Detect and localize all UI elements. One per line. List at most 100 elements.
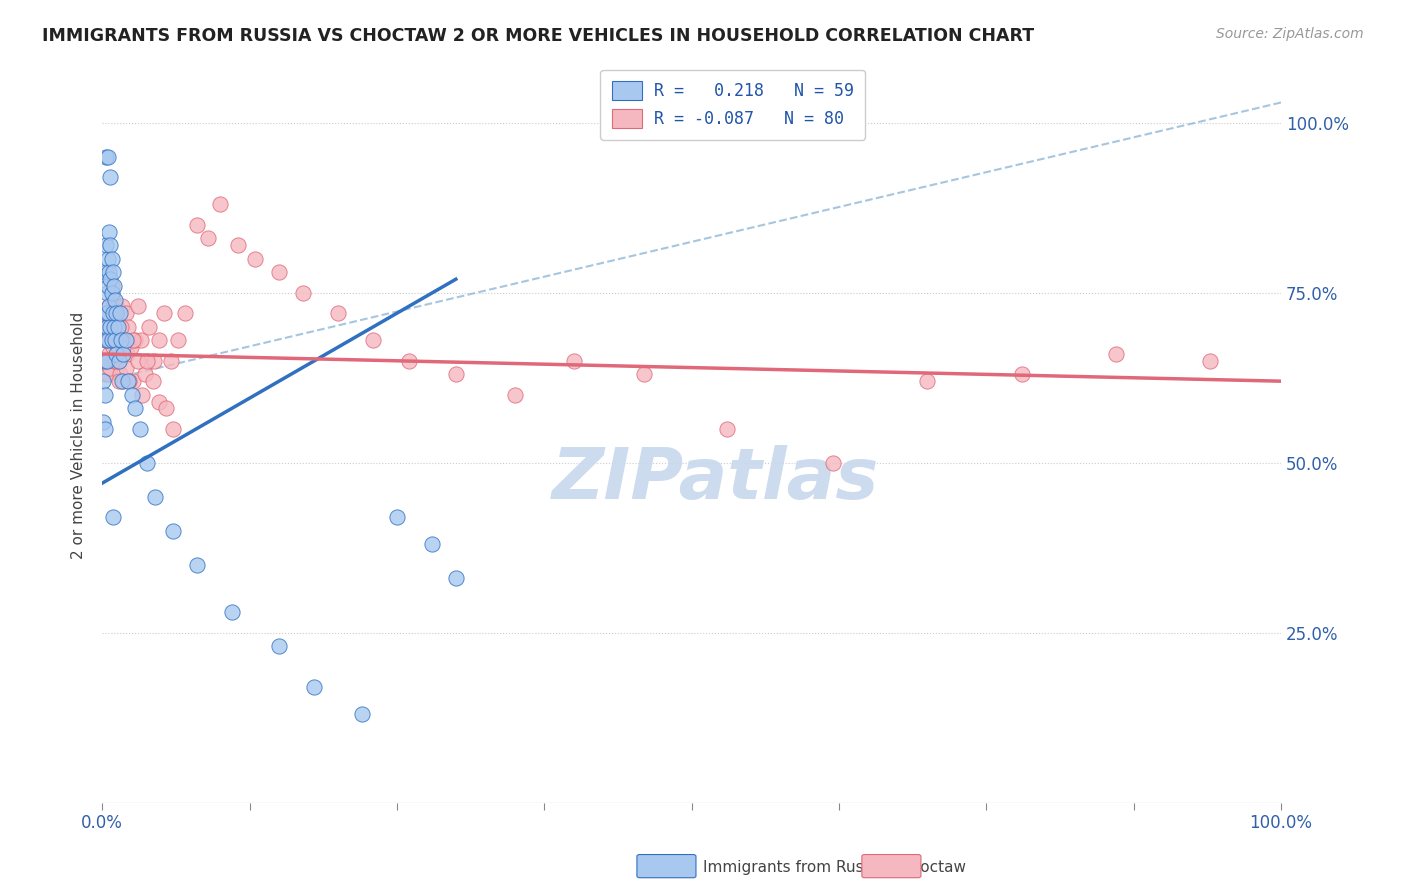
Point: [94, 238, 117, 252]
Point: [93, 374, 115, 388]
Point: [186, 218, 208, 232]
Point: [134, 368, 156, 382]
Point: [136, 456, 159, 470]
Point: [186, 558, 208, 572]
Point: [103, 319, 125, 334]
Point: [96, 319, 118, 334]
Point: [127, 353, 149, 368]
Point: [503, 388, 526, 402]
Point: [100, 319, 122, 334]
Point: [97, 368, 120, 382]
Point: [103, 353, 125, 368]
Point: [326, 306, 349, 320]
Point: [112, 340, 135, 354]
Point: [1199, 353, 1222, 368]
Point: [143, 353, 166, 368]
Point: [917, 374, 939, 388]
Point: [105, 300, 128, 314]
Point: [103, 306, 125, 320]
Point: [121, 334, 143, 348]
Point: [304, 680, 326, 694]
Point: [118, 374, 141, 388]
Point: [94, 334, 117, 348]
Point: [101, 265, 124, 279]
Point: [104, 319, 127, 334]
Point: [97, 150, 120, 164]
Point: [96, 353, 118, 368]
Point: [107, 340, 129, 354]
Point: [131, 388, 153, 402]
Point: [108, 306, 131, 320]
Point: [136, 353, 159, 368]
Point: [103, 306, 125, 320]
Point: [350, 707, 373, 722]
Point: [129, 334, 152, 348]
Point: [98, 347, 121, 361]
Point: [100, 334, 122, 348]
Point: [100, 272, 122, 286]
Point: [143, 490, 166, 504]
Point: [101, 510, 124, 524]
Point: [363, 334, 385, 348]
Legend: R =   0.218   N = 59, R = -0.087   N = 80: R = 0.218 N = 59, R = -0.087 N = 80: [600, 70, 865, 140]
Point: [385, 510, 408, 524]
Point: [93, 415, 115, 429]
Point: [100, 238, 122, 252]
Point: [138, 319, 160, 334]
Point: [93, 334, 115, 348]
Point: [121, 388, 143, 402]
Point: [716, 422, 738, 436]
Point: [148, 334, 170, 348]
Point: [111, 374, 134, 388]
Point: [98, 225, 121, 239]
Point: [100, 285, 122, 300]
Point: [98, 265, 121, 279]
Point: [96, 306, 118, 320]
Point: [100, 313, 122, 327]
Point: [93, 422, 115, 436]
Point: [291, 285, 314, 300]
Point: [117, 374, 139, 388]
Point: [159, 353, 181, 368]
Point: [101, 340, 124, 354]
Point: [94, 306, 117, 320]
Point: [101, 293, 124, 307]
Point: [100, 170, 122, 185]
Point: [94, 368, 117, 382]
Point: [97, 334, 120, 348]
Point: [155, 401, 177, 416]
Point: [245, 252, 267, 266]
Point: [633, 368, 655, 382]
Point: [112, 334, 135, 348]
Point: [121, 374, 143, 388]
Point: [104, 293, 127, 307]
Point: [114, 334, 136, 348]
Point: [100, 360, 122, 375]
Y-axis label: 2 or more Vehicles in Household: 2 or more Vehicles in Household: [72, 312, 86, 559]
Point: [93, 388, 115, 402]
Point: [110, 334, 132, 348]
Point: [129, 422, 152, 436]
Point: [97, 279, 120, 293]
Point: [821, 456, 844, 470]
Point: [110, 334, 132, 348]
Point: [100, 279, 122, 293]
Point: [162, 422, 184, 436]
Point: [173, 306, 195, 320]
Point: [97, 319, 120, 334]
Point: [142, 374, 165, 388]
Point: [93, 353, 115, 368]
Point: [444, 571, 467, 585]
Point: [162, 524, 184, 538]
Text: ZIPatlas: ZIPatlas: [551, 445, 879, 514]
Point: [110, 319, 132, 334]
Point: [100, 334, 122, 348]
Point: [120, 340, 142, 354]
Text: Choctaw: Choctaw: [900, 860, 966, 874]
Point: [107, 319, 129, 334]
Point: [124, 334, 146, 348]
Point: [101, 306, 124, 320]
Point: [226, 238, 249, 252]
Point: [105, 347, 128, 361]
Point: [107, 353, 129, 368]
